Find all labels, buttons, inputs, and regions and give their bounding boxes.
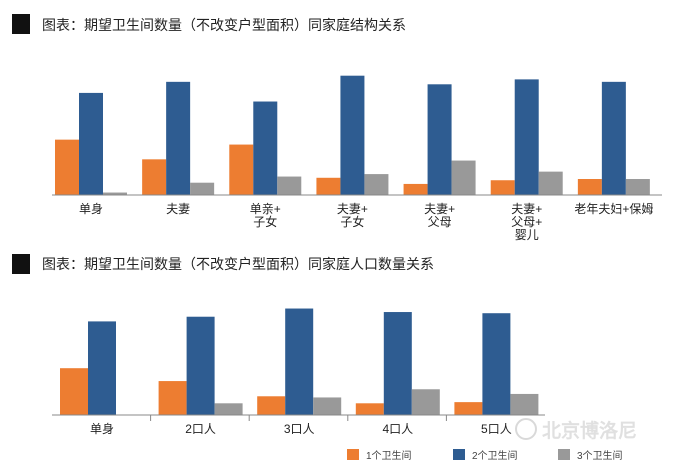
bar (427, 84, 452, 195)
bar (411, 389, 440, 415)
category-label: 夫妻+父母 (424, 202, 455, 229)
chart-population: 图表：期望卫生间数量（不改变户型面积）同家庭人口数量关系 单身 2口人 3口人 4口人… (12, 254, 623, 461)
bar (277, 176, 302, 195)
title-marker (12, 14, 30, 34)
bar (79, 92, 103, 195)
bar (577, 179, 602, 195)
bar (510, 393, 539, 415)
bar (454, 402, 483, 415)
bar (538, 171, 563, 195)
title-marker (12, 254, 30, 274)
category-label: 5口人 (481, 422, 512, 436)
bar (229, 144, 254, 195)
bar (601, 81, 626, 195)
chart-title: 图表：期望卫生间数量（不改变户型面积）同家庭人口数量关系 (42, 256, 434, 272)
bar (482, 313, 511, 415)
category-label: 单身 (90, 421, 114, 436)
bar (403, 183, 428, 195)
bar (214, 403, 243, 415)
bar (355, 403, 384, 415)
bar (625, 179, 650, 195)
legend-swatch-2 (453, 449, 465, 460)
category-label: 4口人 (382, 422, 413, 436)
bar (364, 174, 389, 195)
bar (340, 75, 365, 195)
category-label: 单亲+子女 (250, 202, 281, 229)
bar (186, 316, 215, 415)
legend: 1个卫生间 2个卫生间 3个卫生间 (347, 449, 623, 461)
legend-swatch-1 (347, 449, 359, 460)
bar (514, 79, 539, 195)
legend-label: 2个卫生间 (472, 449, 518, 461)
watermark-text: 北京博洛尼 (542, 419, 637, 442)
bar (55, 139, 79, 195)
category-label: 单身 (79, 201, 103, 216)
bar (253, 101, 278, 195)
bar (257, 396, 286, 415)
category-label: 老年夫妇+保姆 (574, 202, 653, 216)
bar (158, 381, 187, 415)
legend-swatch-3 (558, 449, 570, 460)
category-label: 2口人 (185, 422, 216, 436)
wechat-icon (515, 418, 537, 440)
bar (451, 160, 476, 195)
category-label: 夫妻+父母+婴儿 (511, 202, 542, 242)
category-label: 夫妻 (166, 202, 190, 216)
bar (316, 177, 341, 195)
legend-label: 1个卫生间 (366, 449, 412, 461)
bar (285, 308, 314, 415)
bar (383, 312, 412, 415)
bar (60, 368, 88, 415)
bar (313, 397, 342, 415)
chart-title: 图表：期望卫生间数量（不改变户型面积）同家庭结构关系 (42, 17, 406, 33)
bar (103, 192, 127, 195)
bar (490, 180, 515, 195)
legend-label: 3个卫生间 (577, 449, 623, 461)
bar (190, 182, 215, 195)
category-label: 3口人 (284, 422, 315, 436)
watermark: 北京博洛尼 (515, 418, 637, 442)
chart-structure: 图表：期望卫生间数量（不改变户型面积）同家庭结构关系 单身 夫妻 单亲+子女 夫妻+子… (12, 14, 662, 242)
bar (142, 159, 167, 195)
bar (166, 81, 191, 195)
bar (88, 321, 116, 415)
category-label: 夫妻+子女 (337, 202, 368, 229)
